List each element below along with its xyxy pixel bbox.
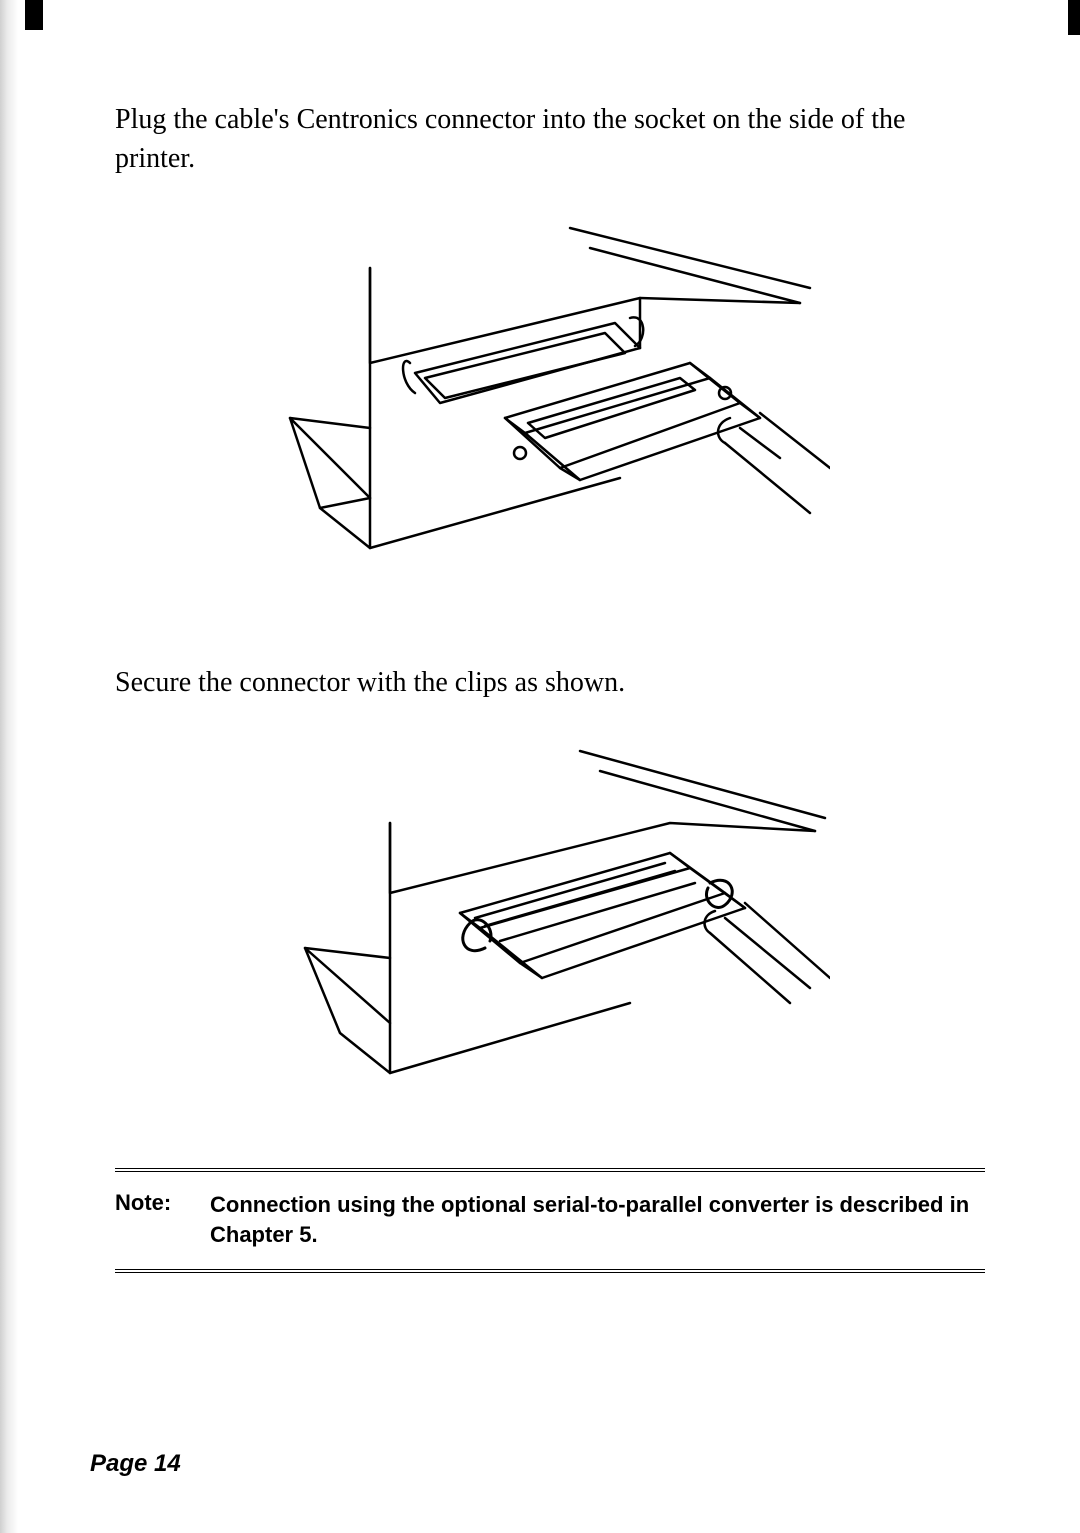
scan-mark-top-right xyxy=(1068,0,1080,35)
scan-edge-artifact xyxy=(0,0,18,1533)
connector-clips-illustration xyxy=(270,743,830,1103)
note-text: Connection using the optional serial-to-… xyxy=(210,1190,985,1252)
scan-mark-top-left xyxy=(25,0,43,30)
note-label: Note: xyxy=(115,1190,210,1252)
figure-connector-plug xyxy=(115,218,985,603)
note-box: Note: Connection using the optional seri… xyxy=(115,1168,985,1274)
instruction-paragraph-2: Secure the connector with the clips as s… xyxy=(115,663,985,702)
figure-connector-clips xyxy=(115,743,985,1108)
connector-plug-illustration xyxy=(270,218,830,598)
page-number: Page 14 xyxy=(90,1450,181,1478)
instruction-paragraph-1: Plug the cable's Centronics connector in… xyxy=(115,100,985,178)
